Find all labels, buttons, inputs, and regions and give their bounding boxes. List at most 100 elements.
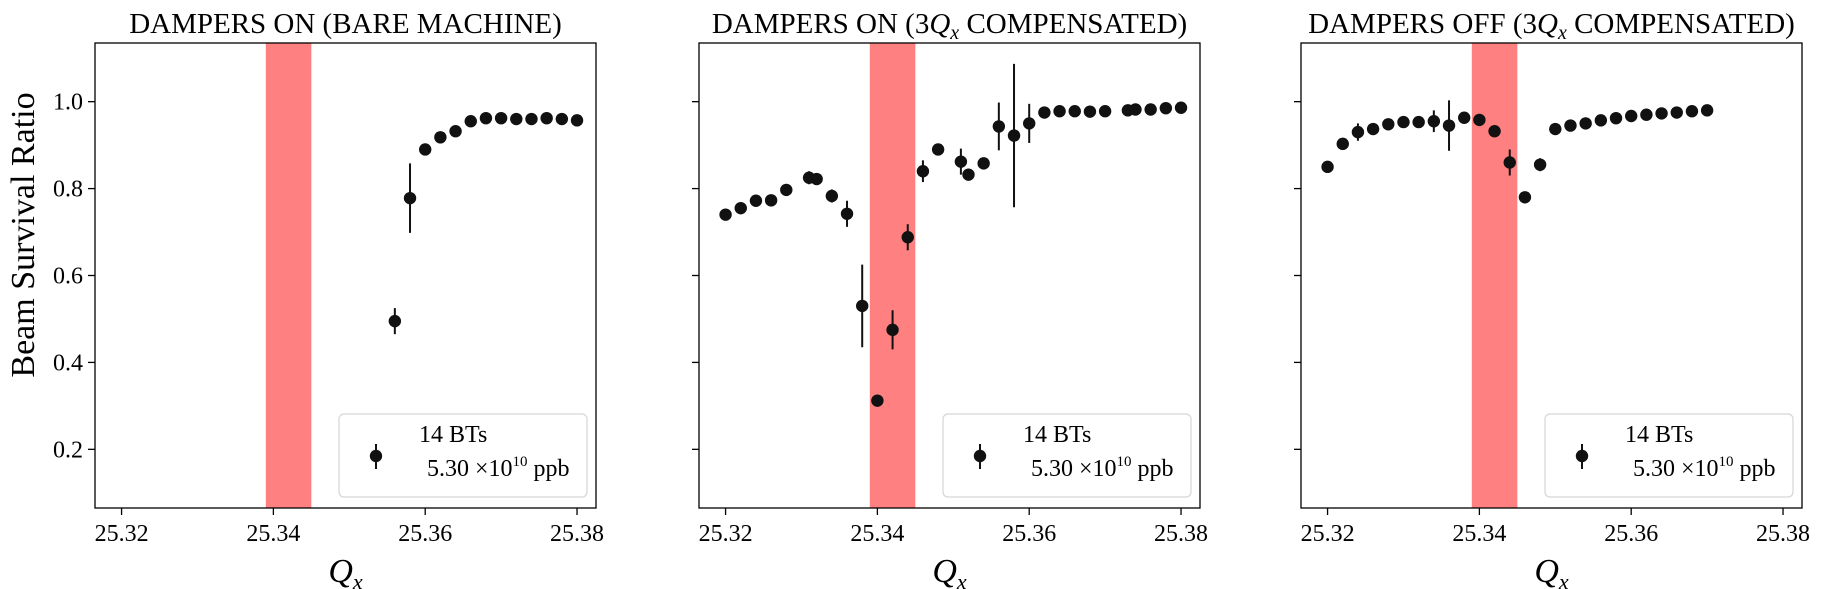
y-tick-label: 1.0 [53, 90, 83, 116]
legend-mantissa: 5.30 ×10 [1031, 456, 1117, 482]
x-axis-label-symbol: Q [1534, 553, 1559, 589]
panel-title-part: Q [929, 8, 950, 40]
data-point [916, 165, 930, 178]
x-axis-label-symbol: Q [932, 553, 957, 589]
legend-label-line2: 5.30 ×1010 ppb [427, 454, 570, 482]
legend-marker [1575, 449, 1589, 463]
legend-exponent: 10 [1117, 454, 1132, 470]
data-point [419, 143, 432, 156]
legend-unit: ppb [1132, 456, 1174, 482]
data-point [719, 208, 732, 221]
data-point [1129, 103, 1142, 116]
data-point [764, 194, 778, 207]
data-point [525, 112, 538, 126]
resonance-band [265, 43, 312, 508]
panel-title-part: DAMPERS ON (BARE MACHINE) [129, 8, 562, 40]
data-point [856, 299, 869, 313]
resonance-band [1471, 43, 1518, 508]
data-point [1144, 103, 1157, 116]
legend: 14 BTs 5.30 ×1010 ppb [942, 413, 1192, 498]
plot-frame [94, 42, 597, 509]
legend-label-line1: 14 BTs [419, 422, 487, 448]
x-tick-label: 25.36 [1002, 521, 1056, 547]
y-tick-label: 0.8 [53, 177, 83, 203]
data-point [871, 394, 884, 407]
panel-title-part: Q [1537, 8, 1558, 40]
data-point [1579, 117, 1592, 130]
data-point [1458, 111, 1471, 124]
x-axis-label-subscript: x [1558, 569, 1569, 589]
data-point [1038, 106, 1051, 119]
data-point [1488, 125, 1501, 138]
panel-title-part: COMPENSATED) [959, 8, 1187, 40]
legend-exponent: 10 [1719, 454, 1734, 470]
plot-frame [1300, 42, 1803, 509]
legend-marker [973, 449, 987, 463]
x-tick-label: 25.32 [699, 521, 753, 547]
data-point [1625, 109, 1638, 123]
legend-unit: ppb [1734, 456, 1776, 482]
data-point [931, 143, 945, 156]
x-tick-label: 25.36 [1604, 521, 1658, 547]
data-point [1503, 156, 1516, 169]
legend: 14 BTs 5.30 ×1010 ppb [338, 413, 588, 498]
x-tick-label: 25.38 [1756, 521, 1810, 547]
panel-title: DAMPERS ON (3Qx COMPENSATED) [712, 8, 1187, 44]
x-tick-label: 25.34 [1452, 521, 1506, 547]
data-point [992, 120, 1006, 133]
data-point [1670, 106, 1683, 119]
y-axis-label: Beam Survival Ratio [5, 92, 42, 377]
legend-box [942, 413, 1192, 498]
legend-label-line2: 5.30 ×1010 ppb [1633, 454, 1776, 482]
data-point [780, 183, 793, 197]
panel-title-part: x [949, 22, 959, 44]
data-point [1351, 125, 1365, 139]
y-tick-label: 0.4 [53, 350, 83, 376]
legend-unit: ppb [528, 456, 570, 482]
data-point [510, 112, 523, 126]
x-tick-label: 25.34 [850, 521, 904, 547]
x-tick-label: 25.38 [1154, 521, 1208, 547]
panel-title-part: DAMPERS ON (3 [712, 8, 930, 40]
legend: 14 BTs 5.30 ×1010 ppb [1544, 413, 1794, 498]
legend-mantissa: 5.30 ×10 [427, 456, 513, 482]
x-axis-label: Qx [1534, 553, 1569, 589]
data-point [494, 111, 508, 125]
data-point [1159, 101, 1173, 115]
data-point [1473, 113, 1486, 127]
data-point [840, 207, 854, 220]
data-point [1382, 118, 1395, 131]
legend-box [338, 413, 588, 498]
chart-panel-2: DAMPERS ON (3Qx COMPENSATED)25.32 25.34 25… [692, 8, 1208, 589]
data-point [749, 194, 763, 207]
panel-title-part: COMPENSATED) [1567, 8, 1795, 40]
data-point [1366, 122, 1380, 136]
data-point [1397, 115, 1410, 129]
y-tick-label: 0.6 [53, 264, 83, 290]
data-point [1321, 160, 1334, 174]
data-point [901, 231, 914, 244]
data-point [1655, 107, 1668, 120]
data-point [962, 168, 975, 181]
x-tick-label: 25.32 [95, 521, 149, 547]
data-point [825, 189, 839, 203]
panel-title-part: x [1557, 22, 1567, 44]
data-point [1053, 105, 1066, 118]
data-point [1685, 105, 1699, 118]
x-axis-label: Qx [932, 553, 967, 589]
data-point [1442, 119, 1456, 132]
x-axis-label-symbol: Q [328, 553, 353, 589]
data-point [954, 155, 968, 168]
x-axis-label: Qx [328, 553, 363, 589]
panel-title-part: DAMPERS OFF (3 [1308, 8, 1537, 40]
legend-label-line1: 14 BTs [1625, 422, 1693, 448]
data-point [1412, 115, 1425, 129]
resonance-band [869, 43, 916, 508]
data-point [403, 191, 417, 205]
legend-label-line2: 5.30 ×1010 ppb [1031, 454, 1174, 482]
x-tick-label: 25.34 [246, 521, 300, 547]
data-point [540, 111, 553, 125]
data-point [1564, 119, 1577, 132]
data-point [1700, 104, 1714, 117]
